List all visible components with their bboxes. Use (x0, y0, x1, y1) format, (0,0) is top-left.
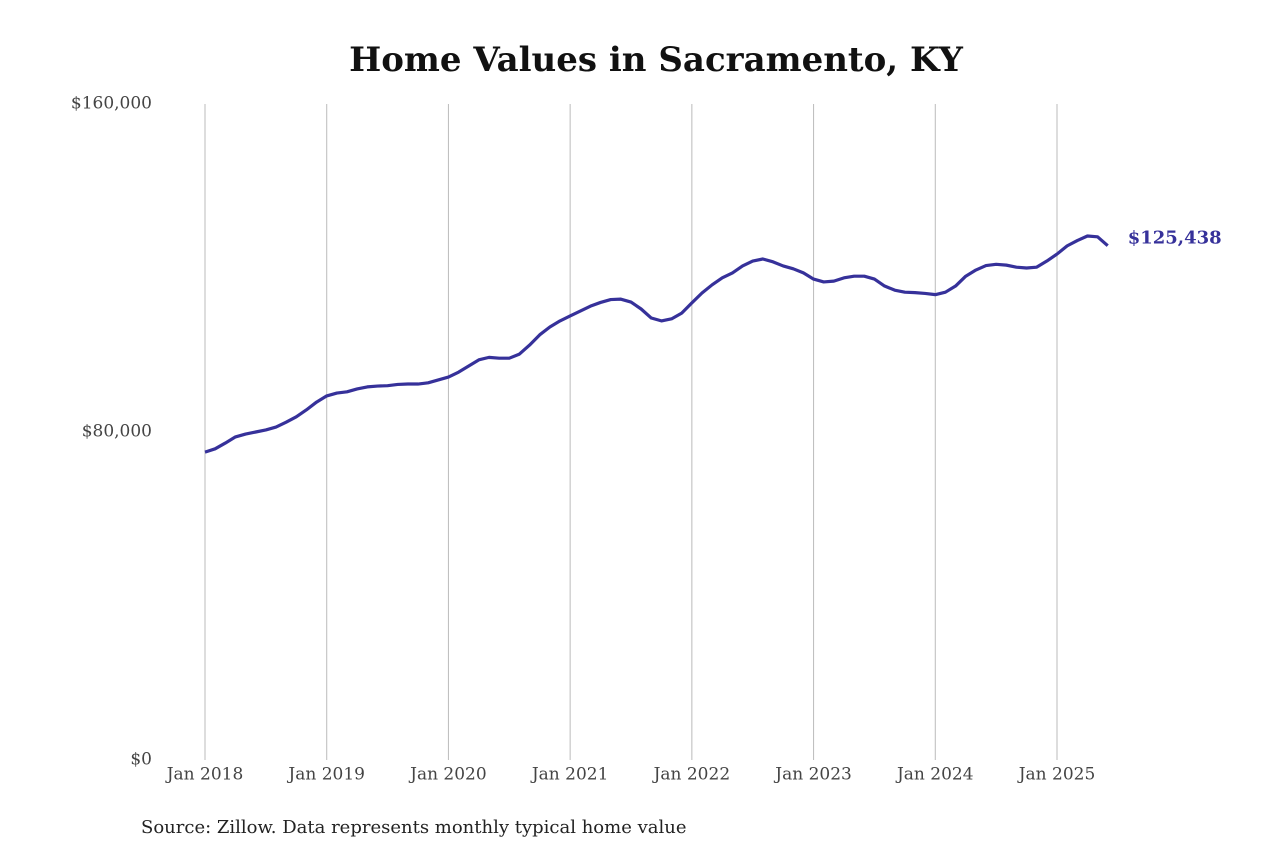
line (204, 234, 1109, 454)
x-tick-label: Jan 2020 (408, 765, 487, 785)
value-label: $125,438 (1128, 228, 1222, 249)
x-tick-label: Jan 2018 (165, 765, 244, 785)
chart-title: Home Values in Sacramento, KY (349, 40, 964, 80)
source-note: Source: Zillow. Data represents monthly … (141, 817, 687, 838)
y-tick-label: $160,000 (71, 94, 152, 114)
x-tick-label: Jan 2021 (530, 765, 609, 785)
y-tick-label: $0 (130, 750, 152, 770)
x-tick-label: Jan 2023 (773, 765, 852, 785)
x-tick-label: Jan 2024 (895, 765, 974, 785)
x-tick-label: Jan 2025 (1017, 765, 1096, 785)
y-tick-label: $80,000 (82, 422, 152, 442)
x-tick-label: Jan 2019 (286, 765, 365, 785)
x-tick-label: Jan 2022 (652, 765, 731, 785)
